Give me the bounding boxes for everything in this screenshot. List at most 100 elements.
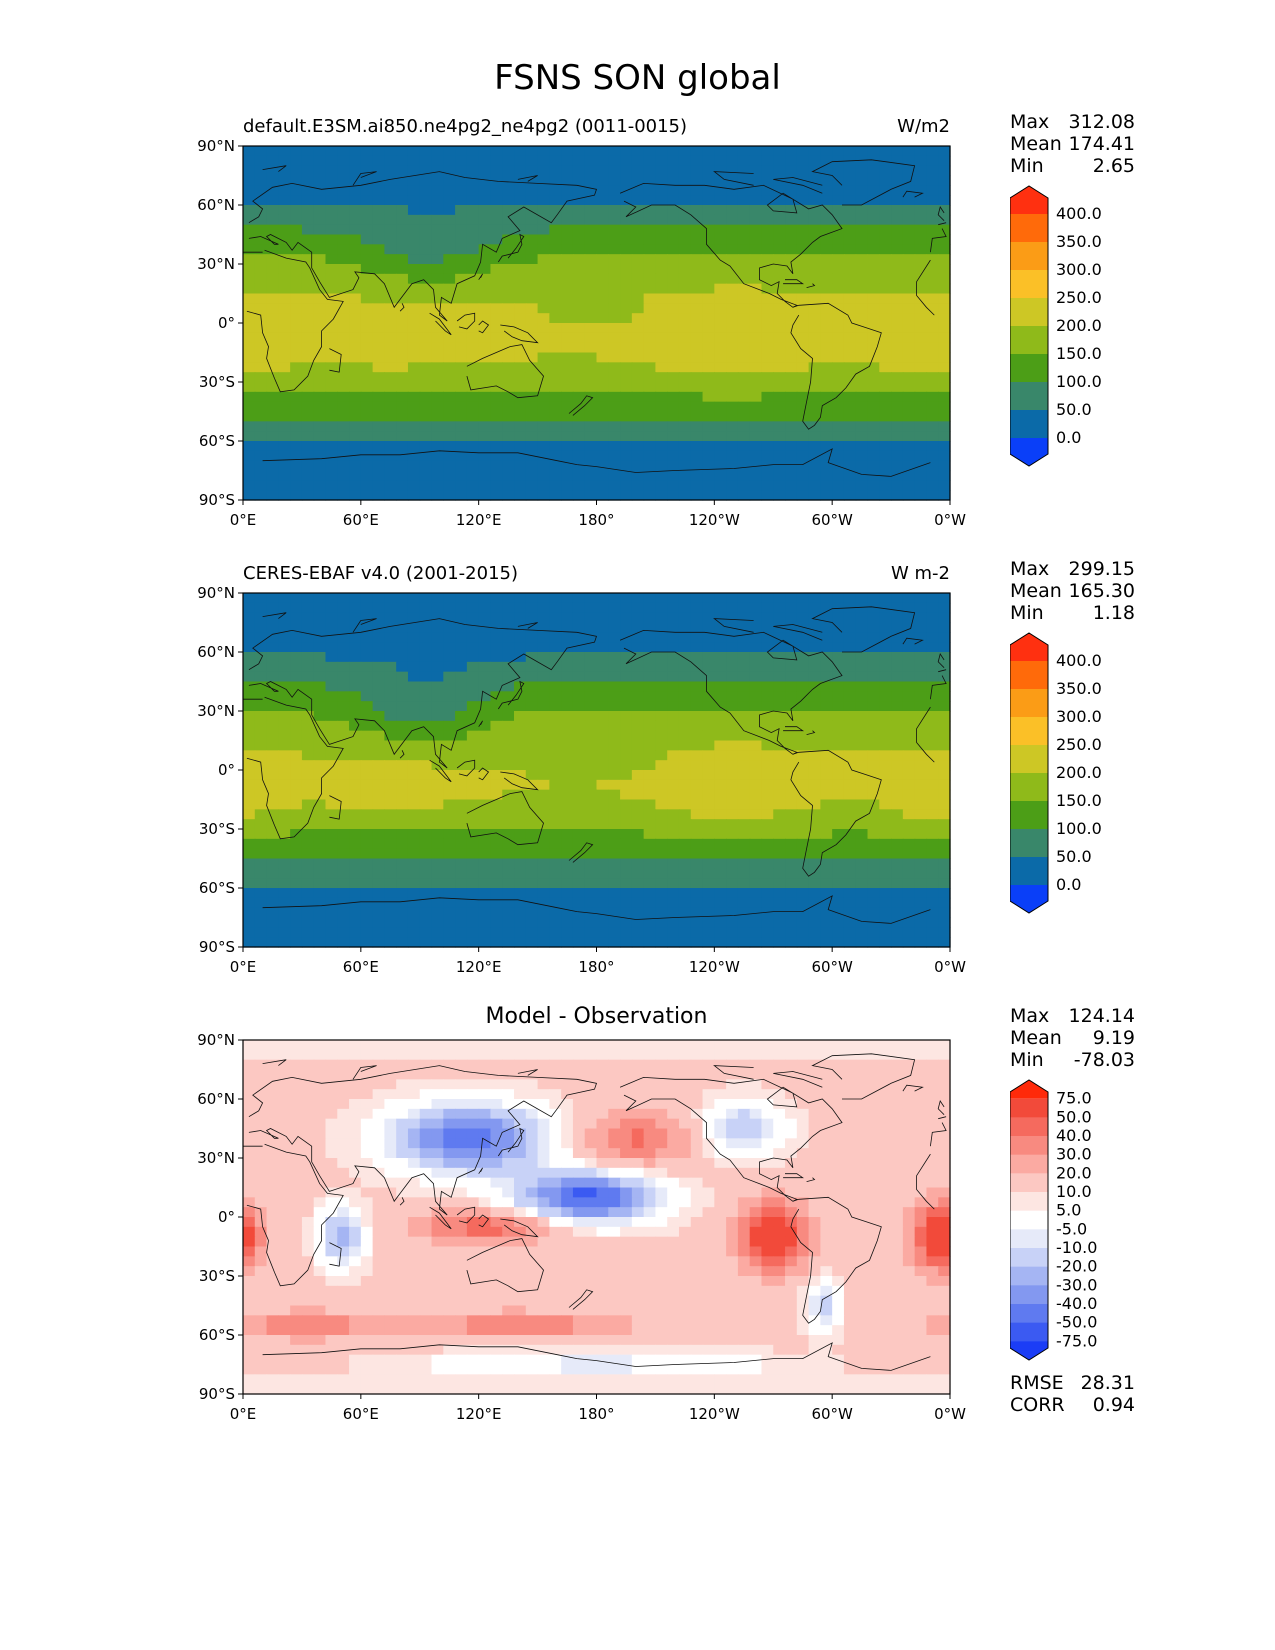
field-cell [407, 1040, 421, 1051]
field-cell [419, 612, 433, 624]
field-cell [525, 642, 539, 653]
field-cell [278, 411, 291, 422]
field-cell [490, 750, 503, 761]
field-cell [796, 642, 810, 653]
field-cell [785, 293, 798, 304]
field-cell [301, 185, 315, 196]
field-cell [466, 838, 480, 850]
field-cell [926, 421, 939, 432]
field-cell [443, 273, 456, 285]
field-cell [572, 809, 586, 820]
field-cell [490, 470, 503, 481]
field-cell [678, 205, 692, 216]
field-cell [466, 283, 480, 295]
field-cell [537, 431, 550, 442]
field-cell [455, 224, 468, 236]
field-cell [407, 602, 421, 614]
field-cell [855, 711, 869, 722]
field-cell [514, 730, 527, 742]
field-cell [726, 234, 739, 245]
field-cell [419, 391, 433, 403]
field-cell [443, 848, 456, 860]
field-cell [384, 770, 397, 781]
field-cell [832, 750, 845, 761]
field-cell [749, 888, 763, 899]
field-cell [372, 622, 385, 633]
field-cell [796, 927, 810, 938]
field-cell [667, 1079, 680, 1090]
field-cell [431, 1108, 444, 1120]
field-cell [525, 888, 539, 899]
field-cell [667, 593, 680, 604]
field-cell [243, 195, 256, 206]
field-cell [349, 205, 362, 216]
field-cell [714, 711, 727, 722]
field-cell [749, 205, 763, 216]
field-cell [608, 730, 621, 742]
field-cell [608, 711, 621, 722]
field-cell [313, 809, 327, 820]
field-cell [537, 838, 550, 850]
field-cell [561, 878, 574, 889]
field-cell [761, 622, 774, 633]
field-cell [525, 470, 539, 481]
field-cell [572, 362, 586, 373]
field-cell [419, 244, 433, 255]
field-cell [867, 612, 880, 624]
field-cell [266, 332, 279, 344]
field-cell [325, 490, 338, 501]
field-cell [796, 283, 810, 295]
field-cell [290, 661, 303, 673]
field-cell [843, 332, 857, 344]
field-cell [243, 372, 256, 383]
field-cell [726, 799, 739, 810]
field-cell [349, 391, 362, 403]
field-cell [325, 681, 338, 692]
field-cell [867, 293, 880, 304]
field-cell [714, 214, 727, 226]
field-cell [407, 205, 421, 216]
field-cell [466, 661, 480, 673]
field-cell [407, 691, 421, 702]
field-cell [702, 770, 715, 781]
field-cell [360, 1089, 374, 1100]
field-cell [761, 1069, 774, 1080]
field-cell [620, 681, 633, 692]
field-cell [773, 450, 786, 462]
field-cell [549, 878, 562, 889]
coastline [456, 759, 476, 777]
field-cell [902, 789, 916, 801]
field-cell [360, 264, 374, 275]
field-cell [561, 691, 574, 702]
field-cell [301, 917, 315, 928]
field-cell [360, 848, 374, 860]
field-cell [466, 372, 480, 383]
field-cell [832, 593, 845, 604]
field-cell [808, 480, 821, 491]
field-cell [572, 323, 586, 334]
field-cell [466, 897, 480, 909]
field-cell [396, 622, 409, 633]
field-cell [702, 391, 715, 403]
field-cell [843, 799, 857, 810]
field-cell [537, 450, 550, 462]
field-cell [514, 829, 527, 840]
field-cell [243, 185, 256, 196]
field-cell [431, 622, 444, 633]
field-cell [443, 720, 456, 732]
field-cell [349, 234, 362, 245]
field-cell [549, 332, 562, 344]
field-cell [631, 720, 645, 732]
field-cell [337, 593, 350, 604]
field-cell [808, 313, 821, 324]
field-cell [360, 760, 374, 771]
field-cell [419, 185, 433, 196]
field-cell [349, 1069, 362, 1080]
field-cell [678, 701, 692, 712]
field-cell [631, 848, 645, 860]
field-cell [431, 897, 444, 909]
field-cell [926, 750, 939, 761]
field-cell [785, 779, 798, 791]
field-cell [301, 450, 315, 462]
field-cell [608, 1108, 621, 1120]
